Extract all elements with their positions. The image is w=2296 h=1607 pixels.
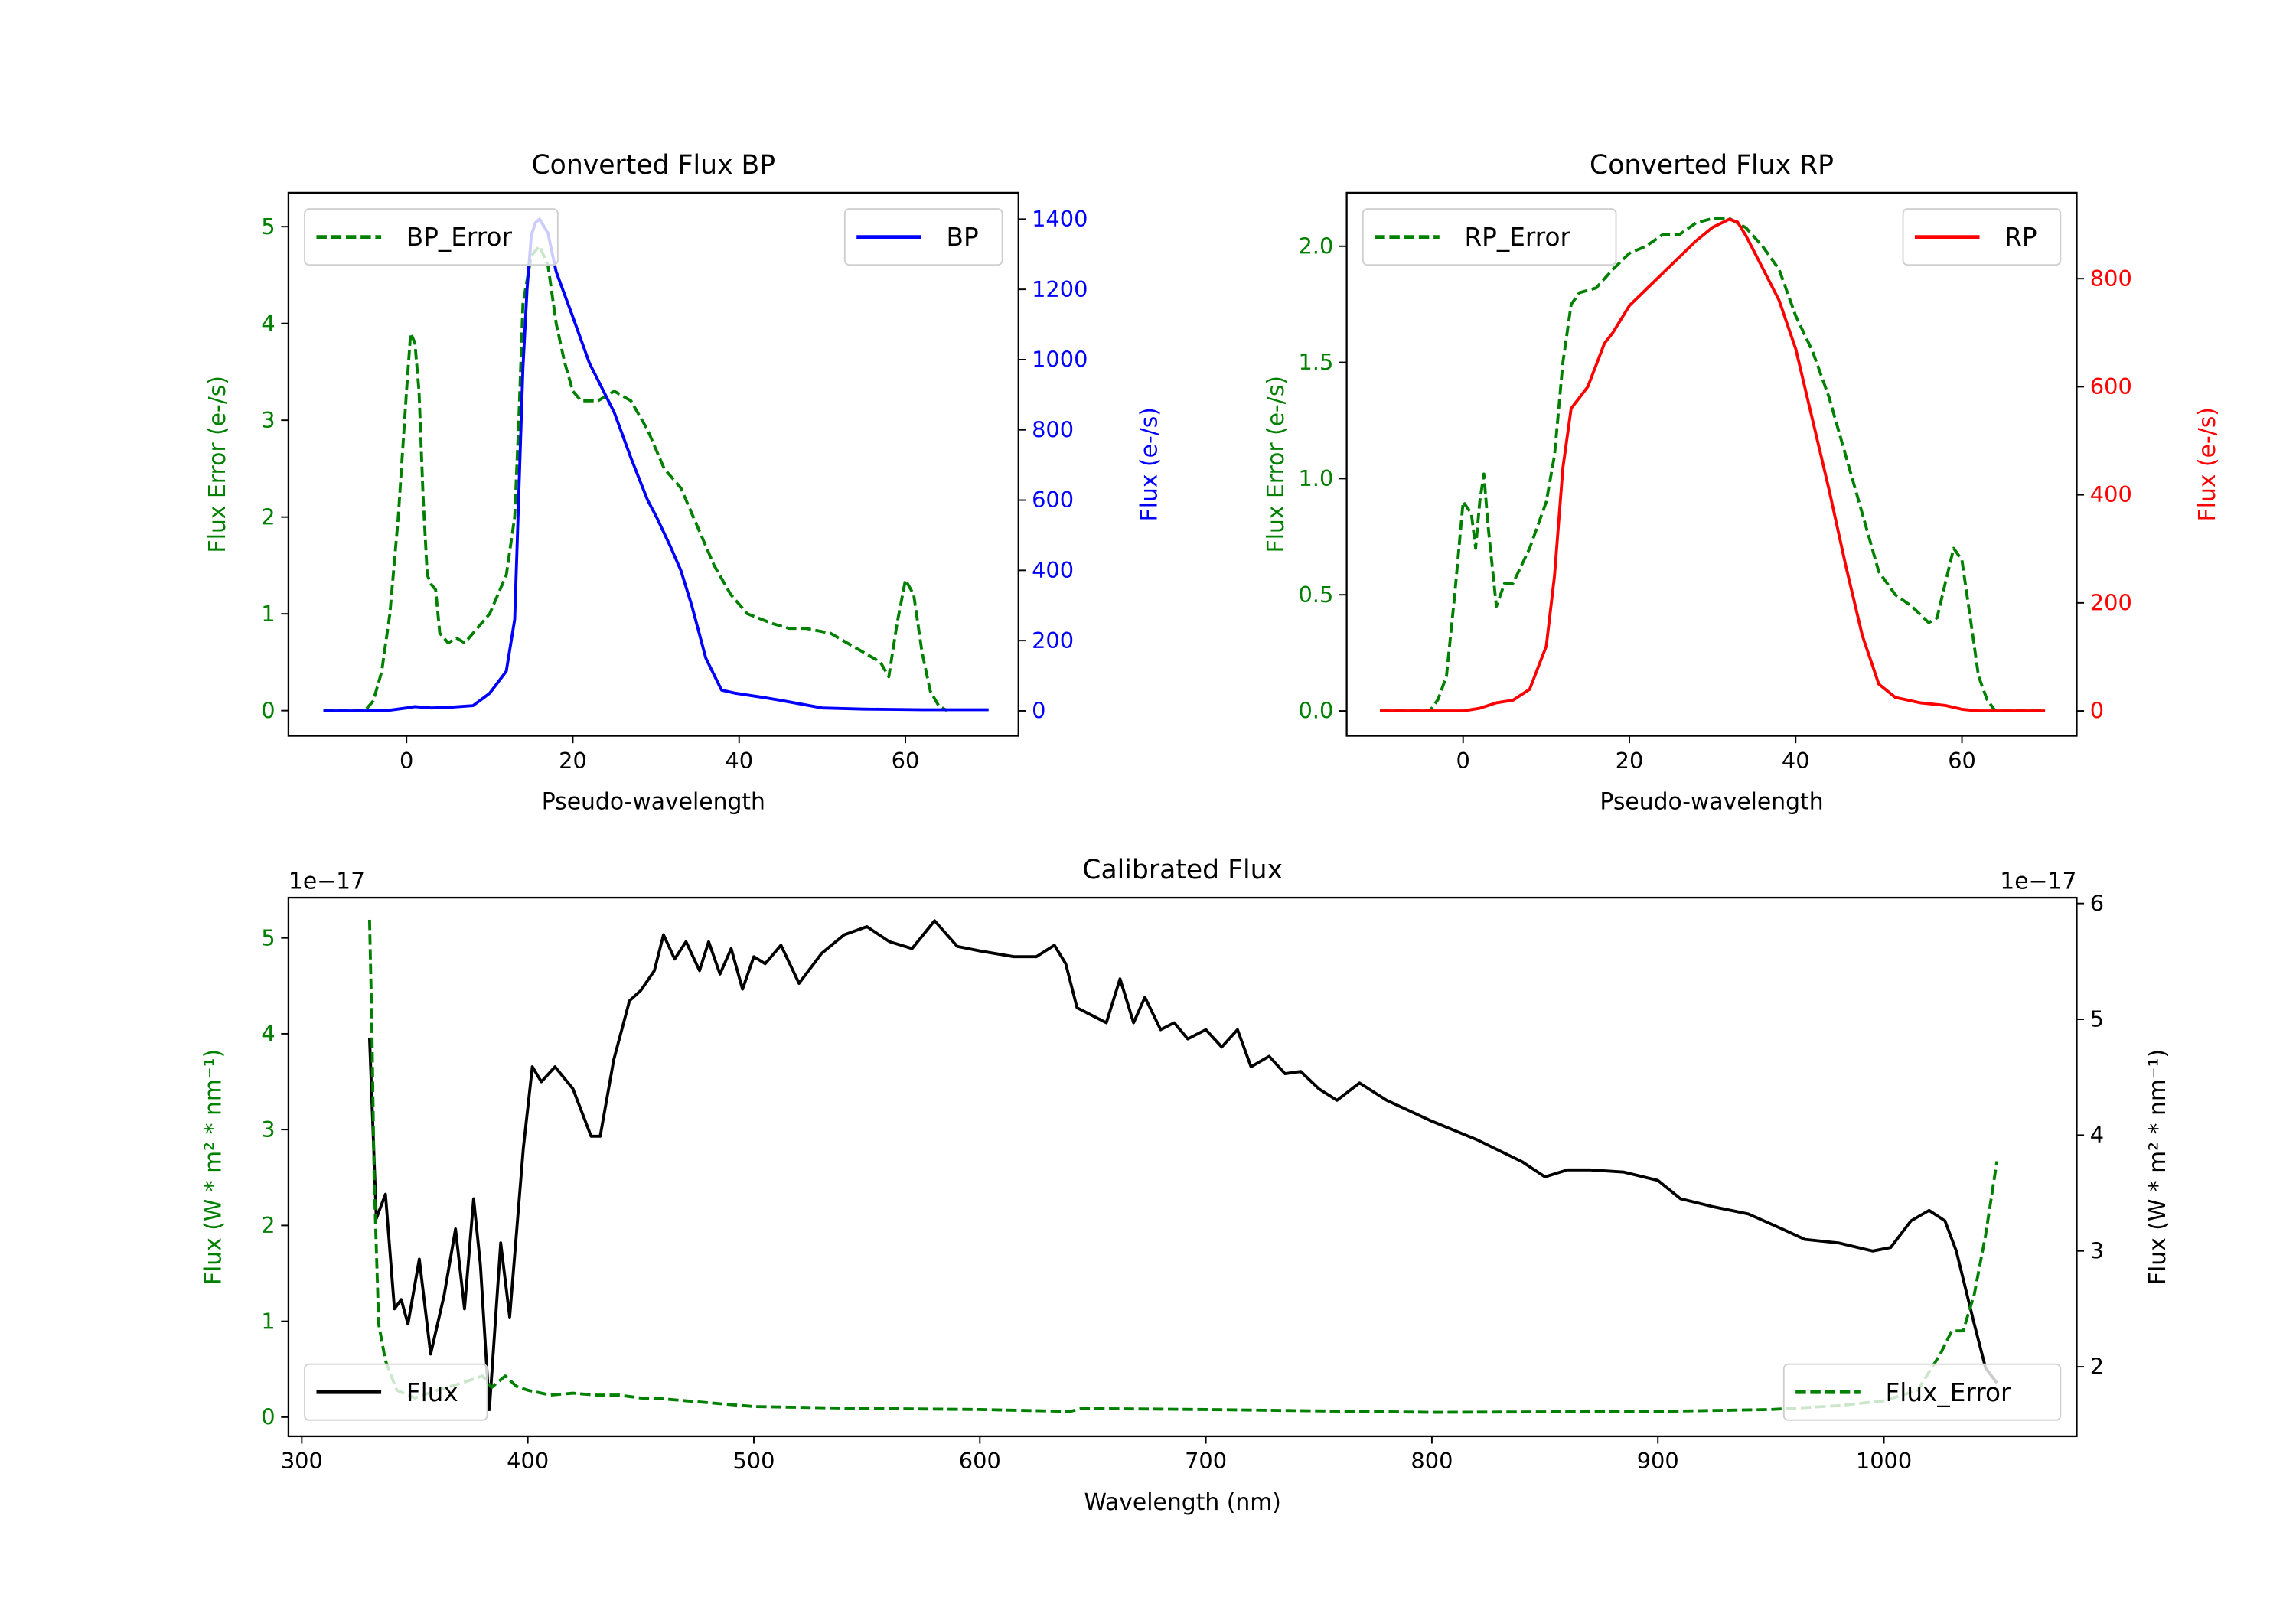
x-axis-label: Wavelength (nm) — [1084, 1489, 1280, 1516]
y-tick-label-right: 1400 — [1032, 206, 1088, 232]
y-axis-label-right: Flux (W * m² * nm⁻¹) — [2144, 1049, 2171, 1285]
x-tick-label: 700 — [1185, 1448, 1227, 1474]
y-tick-label-right: 1200 — [1032, 276, 1088, 302]
x-tick-label: 60 — [892, 748, 920, 774]
y-tick-label-left: 2 — [261, 1212, 275, 1238]
x-tick-label: 60 — [1948, 748, 1976, 774]
y-tick-label-left: 1.5 — [1298, 349, 1333, 375]
legend-label: BP_Error — [406, 223, 513, 252]
y-tick-label-left: 0.0 — [1298, 698, 1333, 724]
axes-frame — [1345, 191, 2078, 737]
panel-converted-flux-rp: 0 20 40 60 0.0 0.5 1.0 1.5 2.0 0 200 400 600 800 Conve… — [1263, 150, 2221, 816]
y-tick-label-left: 1 — [261, 1308, 275, 1334]
y-tick-label-left: 1 — [261, 601, 275, 627]
y-axis-label-right: Flux (e-/s) — [2194, 407, 2221, 521]
y-axis-label-right: Flux (e-/s) — [1137, 407, 1163, 521]
y-tick-label-right: 600 — [1032, 487, 1074, 513]
y-tick-label-left: 0 — [261, 1403, 275, 1429]
y-tick-label-right: 200 — [2090, 589, 2132, 615]
y-tick-label-right: 0 — [2090, 698, 2104, 724]
x-tick-label: 40 — [1782, 748, 1810, 774]
y-tick-label-left: 0 — [261, 697, 275, 723]
x-tick-label: 0 — [1456, 748, 1470, 774]
y-axis-label-left: Flux (W * m² * nm⁻¹) — [200, 1049, 227, 1285]
legend-box — [1782, 1363, 2062, 1421]
x-tick-label: 20 — [559, 748, 587, 774]
legend-box — [304, 208, 559, 266]
chart-title: Converted Flux RP — [1590, 150, 1834, 181]
x-axis-label: Pseudo-wavelength — [1600, 789, 1823, 816]
x-tick-label: 900 — [1637, 1448, 1679, 1474]
legend-box — [843, 208, 1003, 266]
y-tick-label-right: 800 — [1032, 416, 1074, 442]
legend-box — [304, 1363, 488, 1421]
series-line-rp-error — [1380, 217, 2046, 712]
y-tick-label-right: 0 — [1032, 698, 1045, 724]
x-tick-label: 20 — [1616, 748, 1644, 774]
panel-calibrated-flux: 300 400 500 600 700 800 900 1000 0 1 2 3 4 5 2 3 4 5 6 Cali… — [200, 855, 2170, 1516]
y-tick-label-right: 400 — [2090, 481, 2132, 507]
y-tick-label-left: 3 — [261, 1116, 275, 1143]
series-line-bp-error — [323, 244, 948, 712]
x-tick-label: 0 — [400, 748, 413, 774]
axes-frame — [287, 896, 2078, 1438]
x-axis-label: Pseudo-wavelength — [542, 789, 765, 816]
y-tick-label-right: 5 — [2090, 1006, 2104, 1032]
x-tick-label: 400 — [507, 1448, 549, 1474]
offset-text-right: 1e−17 — [2000, 869, 2076, 895]
x-tick-label: 600 — [959, 1448, 1001, 1474]
y-tick-label-left: 3 — [261, 407, 275, 433]
x-tick-label: 300 — [281, 1448, 323, 1474]
y-tick-label-right: 4 — [2090, 1122, 2104, 1148]
y-tick-label-left: 5 — [261, 214, 275, 240]
legend-box — [1902, 208, 2062, 266]
y-tick-label-right: 800 — [2090, 266, 2132, 292]
y-axis-label-left: Flux Error (e-/s) — [204, 376, 231, 553]
legend-label: RP_Error — [1464, 223, 1570, 252]
series-line-rp — [1380, 217, 2046, 712]
series-line-flux — [367, 919, 1998, 1412]
y-tick-label-left: 0.5 — [1298, 582, 1333, 608]
y-tick-label-left: 4 — [261, 310, 275, 336]
y-tick-label-left: 1.0 — [1298, 465, 1333, 491]
y-tick-label-right: 400 — [1032, 557, 1074, 583]
x-tick-label: 40 — [725, 748, 753, 774]
legend-bp: BP — [843, 208, 1003, 266]
y-tick-label-right: 600 — [2090, 373, 2132, 399]
series-line-flux-error — [367, 919, 1999, 1414]
legend-rp: RP — [1902, 208, 2062, 266]
panel-converted-flux-bp: 0 20 40 600123450200400600800100012001400Co… — [204, 150, 1163, 816]
y-axis-label-left: Flux Error (e-/s) — [1263, 376, 1290, 553]
legend-label: Flux_Error — [1885, 1378, 2011, 1407]
legend-label: RP — [2004, 223, 2037, 252]
series-line-bp — [323, 217, 989, 712]
legend-rp-error: RP_Error — [1362, 208, 1617, 266]
chart-title: Calibrated Flux — [1082, 855, 1283, 885]
x-tick-label: 1000 — [1856, 1448, 1912, 1474]
y-tick-label-left: 2.0 — [1298, 233, 1333, 259]
y-tick-label-right: 200 — [1032, 627, 1074, 654]
axes-frame — [287, 191, 1019, 737]
offset-text-left: 1e−17 — [289, 869, 365, 895]
legend-label: BP — [947, 223, 979, 252]
y-tick-label-left: 4 — [261, 1021, 275, 1047]
y-tick-label-right: 3 — [2090, 1237, 2104, 1263]
x-tick-label: 500 — [732, 1448, 775, 1474]
y-tick-label-right: 1000 — [1032, 347, 1088, 373]
legend-bp-error: BP_Error — [304, 208, 559, 266]
legend-label: Flux — [406, 1378, 458, 1407]
legend-box — [1362, 208, 1617, 266]
y-tick-label-right: 6 — [2090, 890, 2104, 916]
y-tick-label-left: 5 — [261, 924, 275, 950]
chart-title: Converted Flux BP — [532, 150, 776, 181]
y-tick-label-left: 2 — [261, 504, 275, 530]
y-tick-label-right: 2 — [2090, 1354, 2104, 1380]
x-tick-label: 800 — [1411, 1448, 1453, 1474]
legend-flux: Flux — [304, 1363, 488, 1421]
legend-flux-error: Flux_Error — [1782, 1363, 2062, 1421]
